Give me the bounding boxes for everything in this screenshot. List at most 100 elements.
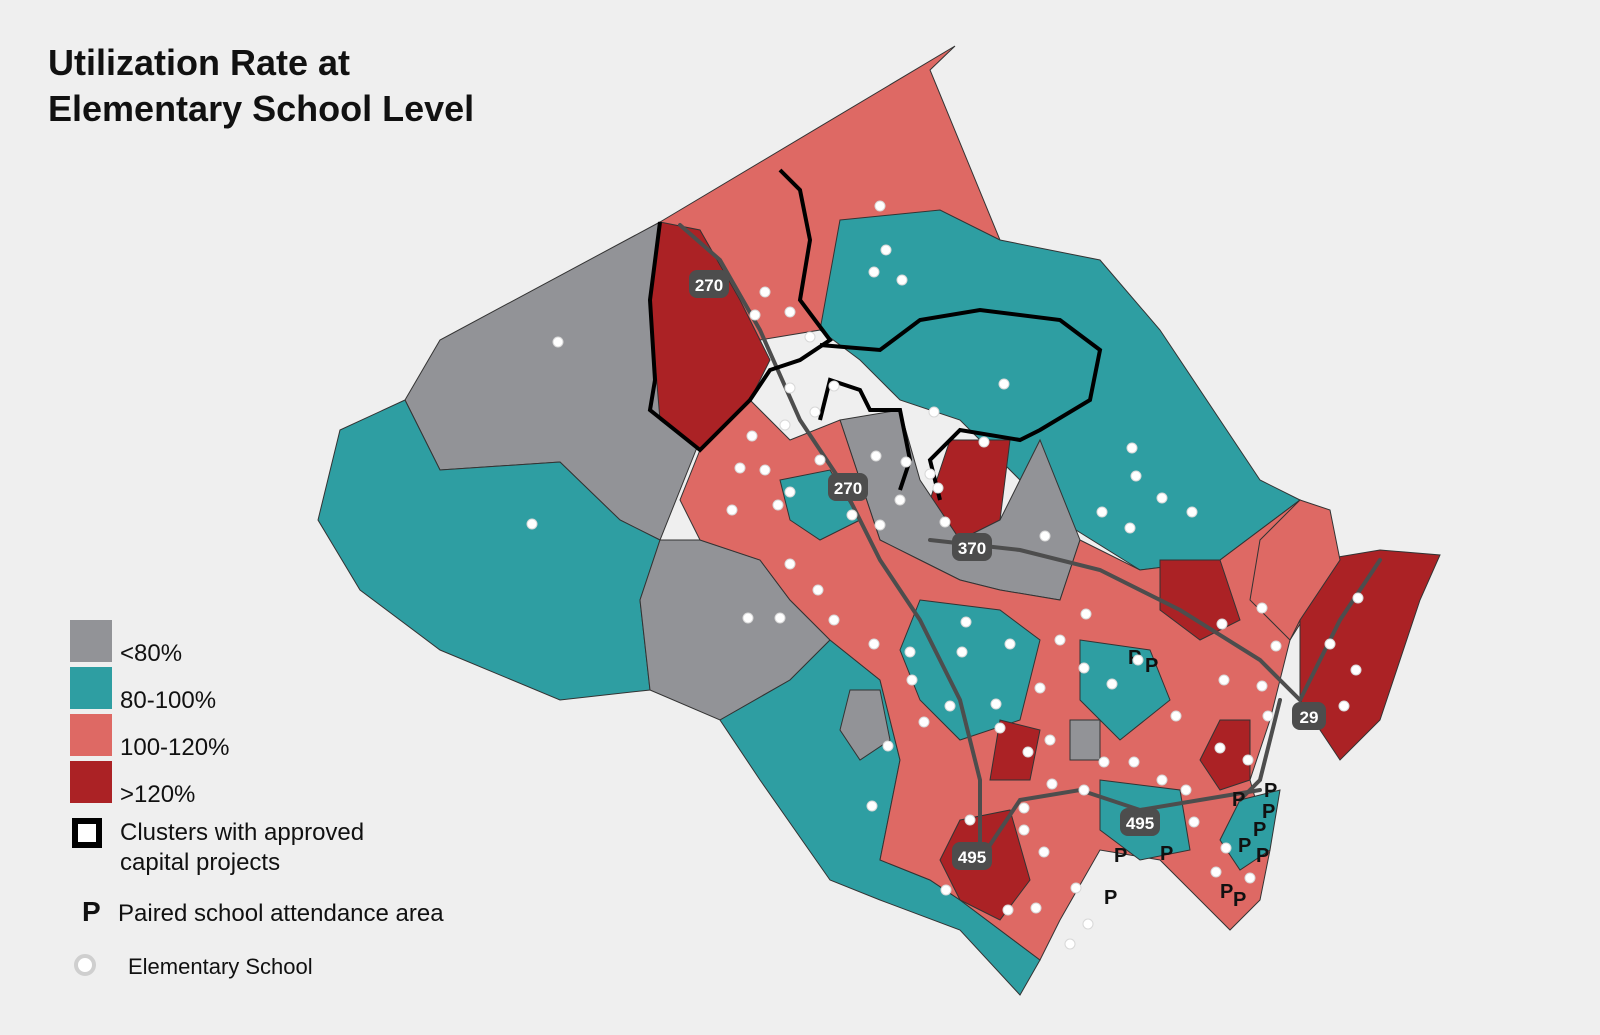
school-dot <box>726 504 738 516</box>
school-dot <box>1098 756 1110 768</box>
school-dot <box>1350 664 1362 676</box>
school-dot <box>939 516 951 528</box>
legend-swatch <box>70 761 112 803</box>
legend-label: >120% <box>120 781 196 808</box>
highway-shield-495-east: 495 <box>1120 808 1160 836</box>
legend-swatch <box>70 620 112 662</box>
highway-label: 495 <box>958 848 986 867</box>
school-dot <box>1262 710 1274 722</box>
paired-marker: P <box>1264 780 1277 802</box>
paired-marker: P <box>1104 887 1117 909</box>
school-dot <box>874 519 886 531</box>
school-dot <box>1256 602 1268 614</box>
school-dot <box>1002 904 1014 916</box>
school-dot <box>1034 682 1046 694</box>
highway-shield-270-south: 270 <box>828 473 868 501</box>
highway-lines <box>678 223 1382 862</box>
legend-label-line-1: Clusters with approved <box>120 819 365 846</box>
school-dot <box>734 462 746 474</box>
school-dot <box>1210 866 1222 878</box>
legend-label: <80% <box>120 640 183 667</box>
highway-label: 29 <box>1300 708 1319 727</box>
paired-marker: P <box>1220 881 1233 903</box>
school-dot <box>1218 674 1230 686</box>
school-dot <box>1180 784 1192 796</box>
school-dot <box>1022 746 1034 758</box>
paired-marker: P <box>1114 845 1127 867</box>
paired-glyph-icon: P <box>82 896 101 927</box>
school-dot <box>932 482 944 494</box>
highway-shield-370: 370 <box>952 533 992 561</box>
school-dot <box>1030 902 1042 914</box>
school-dot <box>1096 506 1108 518</box>
school-dot <box>1106 678 1118 690</box>
school-dot <box>918 716 930 728</box>
region-80-100-patch-4 <box>1219 789 1281 871</box>
school-dot <box>552 336 564 348</box>
school-dot <box>759 286 771 298</box>
school-dot <box>772 499 784 511</box>
school-dot <box>868 638 880 650</box>
school-dot <box>868 266 880 278</box>
school-dot <box>784 558 796 570</box>
highway-shield-270-north: 270 <box>689 270 729 298</box>
school-dot <box>906 674 918 686</box>
school-dot <box>1070 882 1082 894</box>
school-dot <box>746 430 758 442</box>
legend-swatch <box>70 667 112 709</box>
school-dot <box>779 419 791 431</box>
legend-label: Clusters with approved capital projects <box>120 818 364 878</box>
school-dot <box>1170 710 1182 722</box>
school-dot <box>964 814 976 826</box>
school-dot <box>1132 654 1144 666</box>
school-dot <box>759 464 771 476</box>
school-dot <box>870 450 882 462</box>
school-dot <box>1078 662 1090 674</box>
cluster-outline-icon <box>72 818 102 848</box>
school-dot <box>1128 756 1140 768</box>
school-circle-icon <box>74 954 96 976</box>
school-dot <box>749 309 761 321</box>
school-dot <box>1018 802 1030 814</box>
region-over-120-east <box>1299 549 1441 761</box>
school-dot <box>1054 634 1066 646</box>
legend-label: Paired school attendance area <box>118 900 444 927</box>
school-dot <box>828 380 840 392</box>
school-dot <box>828 614 840 626</box>
school-dot <box>526 518 538 530</box>
school-dot <box>1124 522 1136 534</box>
highway-label: 270 <box>695 276 723 295</box>
school-dot <box>1338 700 1350 712</box>
school-dot <box>784 306 796 318</box>
legend-label-line-2: capital projects <box>120 849 281 876</box>
paired-marker: P <box>1253 819 1266 841</box>
school-dot <box>978 436 990 448</box>
school-dot <box>990 698 1002 710</box>
region-80-100-patch-1 <box>899 599 1041 741</box>
region-under-80-patch-1 <box>839 689 891 761</box>
paired-marker: P <box>1232 789 1245 811</box>
highway-label: 370 <box>958 539 986 558</box>
highway-shield-29: 29 <box>1292 702 1326 730</box>
school-dot <box>1352 592 1364 604</box>
paired-marker: P <box>1160 843 1173 865</box>
school-dot <box>784 486 796 498</box>
school-dot <box>1220 842 1232 854</box>
paired-marker: P <box>1256 845 1269 867</box>
school-dot <box>896 274 908 286</box>
school-dot <box>998 378 1010 390</box>
school-dot <box>866 800 878 812</box>
paired-marker: P <box>1145 655 1158 677</box>
paired-marker: P <box>1238 835 1251 857</box>
school-dot <box>1018 824 1030 836</box>
school-dot <box>928 406 940 418</box>
school-dot <box>904 646 916 658</box>
school-dot <box>956 646 968 658</box>
school-dot <box>944 700 956 712</box>
title-line-1: Utilization Rate at <box>48 42 351 83</box>
school-dot <box>1156 492 1168 504</box>
school-dot <box>1216 618 1228 630</box>
school-dot <box>742 612 754 624</box>
school-dot <box>1130 470 1142 482</box>
